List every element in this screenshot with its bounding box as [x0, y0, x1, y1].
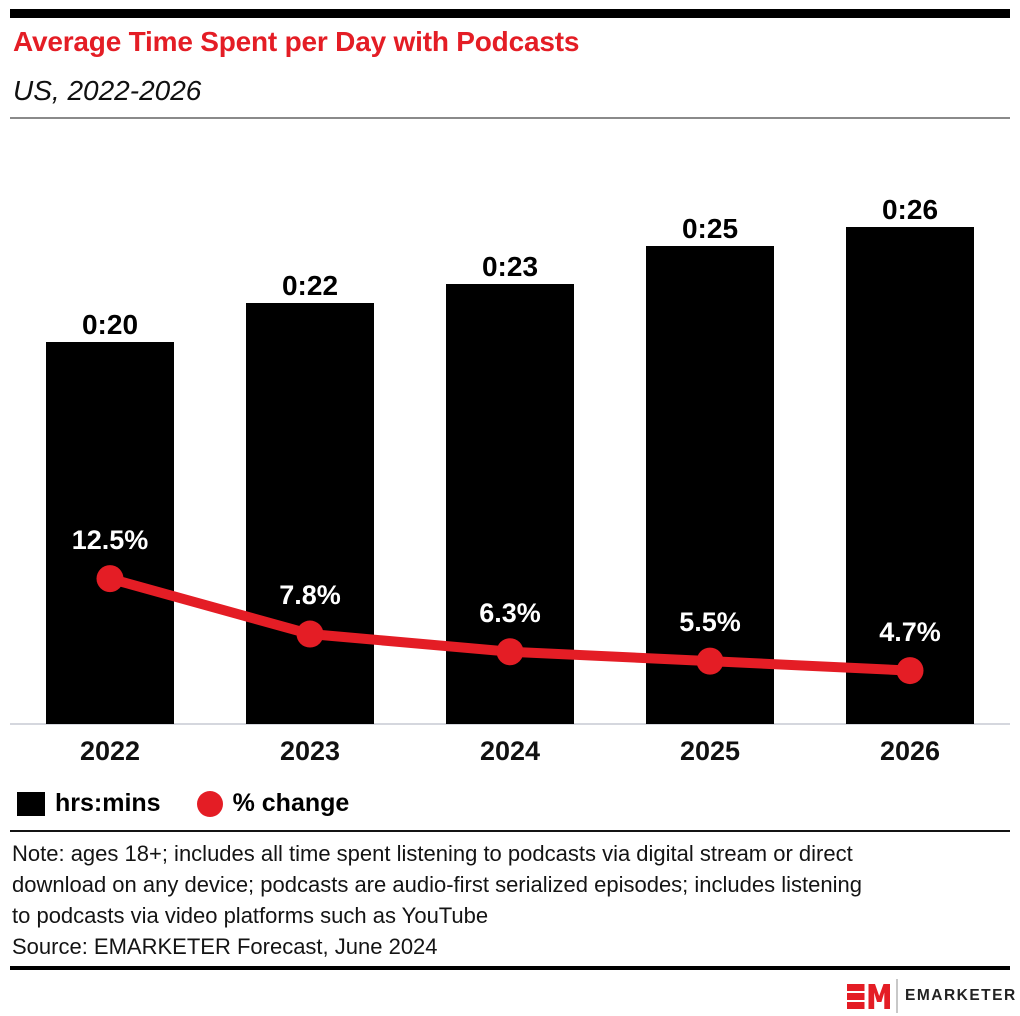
- legend-swatch-line-icon: [196, 790, 223, 817]
- legend-label-hrs-mins: hrs:mins: [55, 789, 161, 817]
- x-axis-label-2024: 2024: [479, 736, 541, 766]
- line-value-label-2022: 12.5%: [71, 524, 149, 555]
- x-axis-label-2025: 2025: [679, 736, 741, 766]
- top-accent-bar: [10, 9, 1010, 18]
- line-value-label-2025: 5.5%: [679, 607, 741, 638]
- note-line-3: to podcasts via video platforms such as …: [12, 903, 489, 928]
- x-axis-label-2026: 2026: [879, 736, 941, 766]
- bar-value-label-2024: 0:23: [481, 251, 539, 283]
- line-value-label-2026: 4.7%: [879, 616, 941, 647]
- chart-legend: hrs:mins % change: [17, 789, 349, 818]
- bar-2024: [446, 284, 574, 724]
- chart-note: Note: ages 18+; includes all time spent …: [12, 838, 997, 931]
- line-value-label-2023: 7.8%: [279, 580, 341, 611]
- bar-2025: [646, 246, 774, 724]
- footnote-divider: [10, 830, 1010, 832]
- bar-2023: [246, 303, 374, 724]
- line-value-label-2024: 6.3%: [479, 597, 541, 628]
- x-axis-line: [10, 723, 1010, 725]
- note-line-2: download on any device; podcasts are aud…: [12, 872, 862, 897]
- bar-2026: [846, 226, 974, 724]
- emarketer-wordmark: EMARKETER: [905, 987, 1017, 1004]
- bar-value-label-2026: 0:26: [881, 193, 939, 225]
- x-axis-label-2023: 2023: [279, 736, 341, 766]
- emarketer-monogram-icon: [847, 983, 890, 1009]
- logo-divider: [896, 979, 898, 1013]
- legend-label-pct-change: % change: [232, 789, 350, 817]
- emarketer-logo: EMARKETER: [847, 978, 1017, 1014]
- bar-value-label-2025: 0:25: [681, 213, 739, 244]
- header-divider: [10, 117, 1010, 119]
- bar-value-label-2022: 0:20: [81, 308, 139, 340]
- chart-subtitle: US, 2022-2026: [13, 75, 202, 106]
- chart-source: Source: EMARKETER Forecast, June 2024: [12, 934, 438, 959]
- bar-value-label-2023: 0:22: [281, 270, 339, 302]
- bottom-accent-bar: [10, 966, 1010, 970]
- legend-swatch-bar-icon: [17, 791, 45, 816]
- note-line-1: Note: ages 18+; includes all time spent …: [12, 841, 853, 866]
- x-axis-label-2022: 2022: [79, 736, 141, 766]
- chart-title: Average Time Spent per Day with Podcasts: [13, 26, 580, 57]
